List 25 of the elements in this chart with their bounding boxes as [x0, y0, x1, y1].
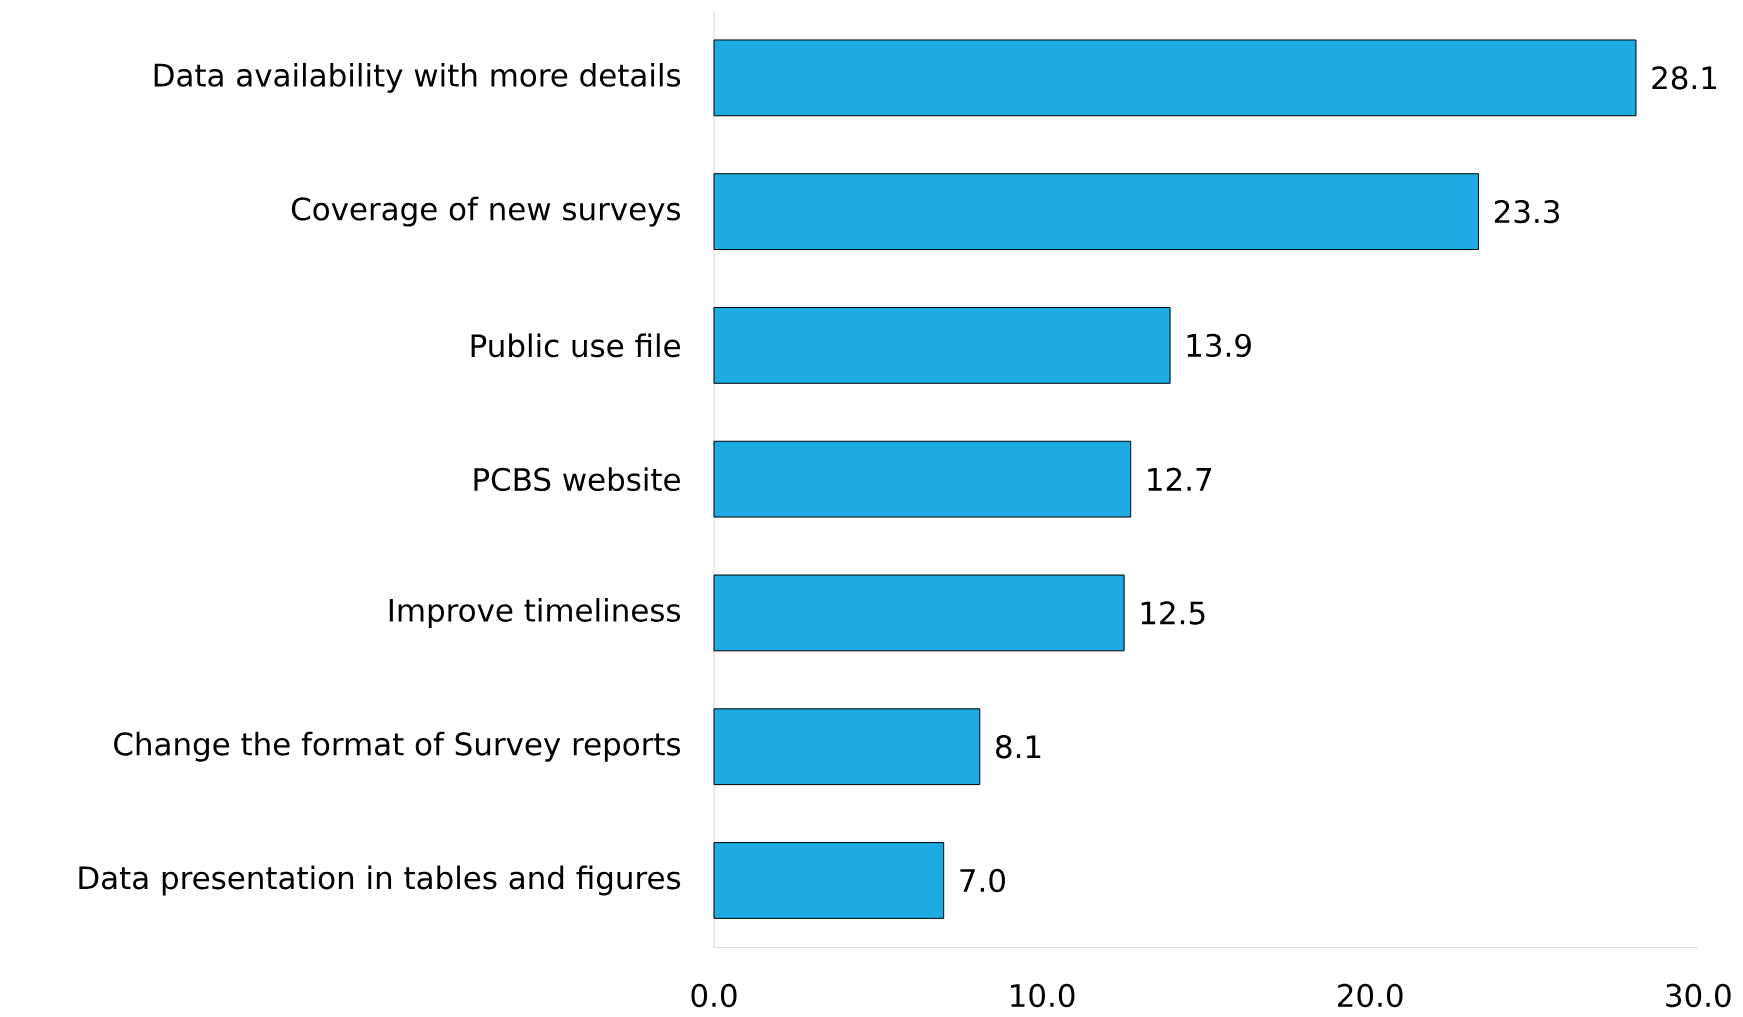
data-label: 8.1: [996, 734, 1041, 759]
bar: [713, 440, 1132, 518]
y-tick-label: Coverage of new surveys: [291, 196, 681, 227]
y-tick-label: Data availability with more details: [154, 62, 681, 93]
bar: [713, 306, 1171, 384]
bar: [713, 574, 1125, 652]
x-tick-label: 0.0: [691, 983, 737, 1007]
data-label: 7.0: [960, 868, 1005, 892]
y-tick-label: Improve timeliness: [389, 597, 681, 628]
bar: [713, 841, 945, 919]
data-label: 28.1: [1652, 65, 1717, 90]
y-tick-label: Data presentation in tables and figures: [79, 865, 681, 896]
bar: [713, 708, 981, 785]
data-label: 12.7: [1148, 467, 1212, 491]
bar: [713, 39, 1637, 117]
data-label: 12.5: [1141, 601, 1205, 625]
data-label: 13.9: [1187, 333, 1251, 357]
x-tick-label: 30.0: [1666, 983, 1731, 1007]
y-tick-label: PCBS website: [474, 466, 680, 491]
bar: [713, 172, 1479, 250]
x-tick-label: 20.0: [1338, 983, 1403, 1007]
data-label: 23.3: [1494, 199, 1559, 224]
y-tick-label: Public use file: [471, 333, 680, 358]
x-tick-label: 10.0: [1011, 983, 1075, 1007]
y-tick-label: Change the format of Survey reports: [114, 731, 681, 762]
